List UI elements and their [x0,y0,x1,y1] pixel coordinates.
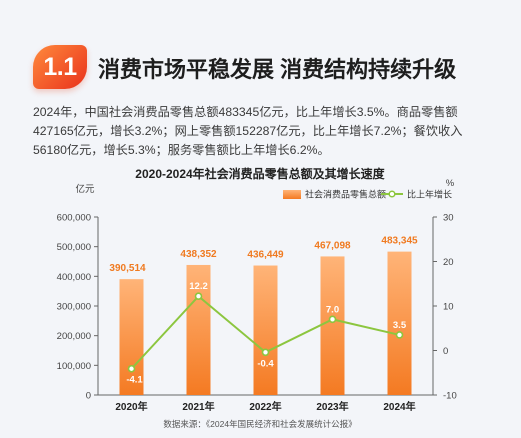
bar-value-label: 438,352 [180,249,217,260]
right-tick-label: 30 [443,213,454,224]
bar [186,264,211,395]
left-tick-label: 100,000 [57,361,91,372]
left-tick-label: 0 [86,391,91,402]
legend-line-label: 比上年增长 [407,189,452,200]
data-source-note: 数据来源：《2024年国民经济和社会发展统计公报》 [163,419,356,429]
right-tick-label: 10 [443,302,454,313]
legend-line-marker [388,190,396,198]
left-axis-unit: 亿元 [75,183,95,195]
left-tick-label: 300,000 [57,302,91,313]
right-tick-label: 0 [443,346,448,357]
x-category-label: 2023年 [316,400,348,413]
right-tick-label: -10 [443,391,457,402]
growth-value-label: 12.2 [189,281,208,292]
section-title: 消费市场平稳发展 消费结构持续升级 [98,57,457,82]
growth-point [395,331,404,339]
left-tick-label: 400,000 [57,272,91,283]
growth-value-label: -4.1 [126,375,143,386]
legend-bar-swatch [283,190,301,199]
x-category-label: 2021年 [182,400,214,413]
growth-value-label: 7.0 [326,304,339,315]
right-axis-unit: % [446,178,455,189]
legend-bar-label: 社会消费品零售总额 [305,189,386,200]
left-tick-label: 500,000 [57,242,91,253]
bar-value-label: 483,345 [381,236,418,247]
growth-point [127,364,136,373]
right-tick-label: 20 [443,257,454,268]
x-category-label: 2020年 [115,400,147,413]
growth-value-label: -0.4 [257,358,274,369]
x-category-label: 2024年 [383,400,415,413]
chart-title: 2020-2024年社会消费品零售总额及其增长速度 [135,166,385,181]
bar-value-label: 467,098 [314,240,351,251]
bar [119,279,144,395]
bar-value-label: 390,514 [109,263,146,274]
bar [253,265,278,395]
bar-value-label: 436,449 [247,250,284,261]
growth-point [328,315,337,324]
summary-paragraph: 2024年，中国社会消费品零售总额483345亿元，比上年增长3.5%。商品零售… [33,105,463,157]
growth-point [261,348,270,357]
section-number-badge: 1.1 [33,45,87,89]
growth-value-label: 3.5 [393,320,407,331]
left-tick-label: 600,000 [57,213,91,224]
bar [320,256,345,395]
growth-point [194,292,203,301]
x-category-label: 2022年 [249,400,281,413]
bar [387,251,412,395]
left-tick-label: 200,000 [57,331,91,342]
